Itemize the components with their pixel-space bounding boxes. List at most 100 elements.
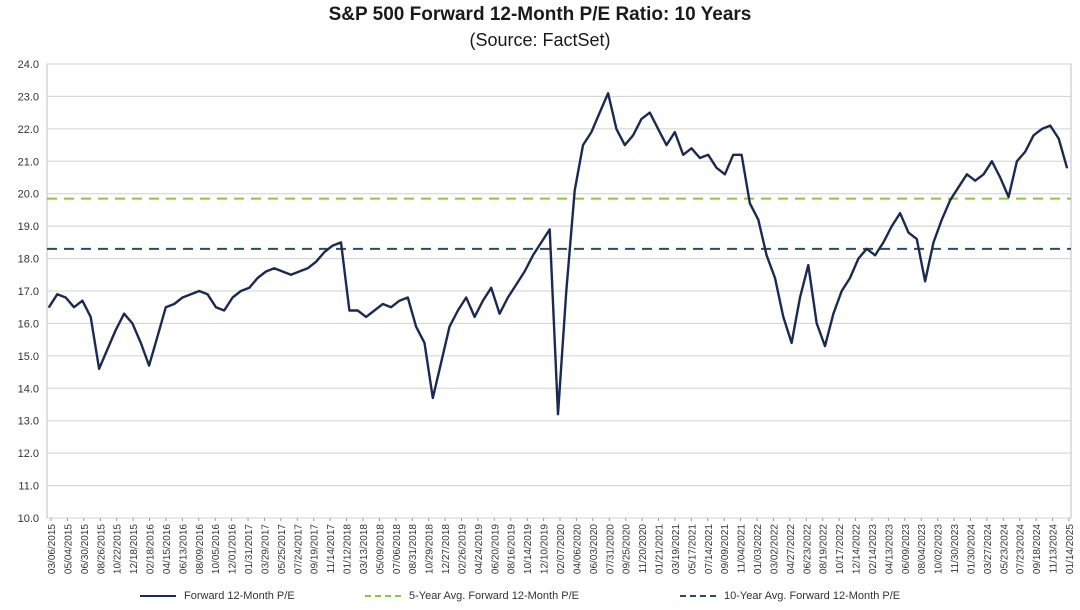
forward-pe-point: [565, 290, 568, 292]
forward-pe-point: [932, 241, 935, 244]
x-tick-label: 05/17/2021: [687, 524, 698, 574]
forward-pe-point: [190, 293, 192, 296]
forward-pe-point: [390, 306, 392, 309]
forward-pe-point: [48, 306, 50, 309]
forward-pe-point: [590, 131, 593, 133]
x-tick-label: 01/03/2022: [753, 524, 764, 574]
forward-pe-point: [415, 325, 417, 328]
x-tick-label: 08/04/2023: [917, 524, 928, 574]
forward-pe-point: [540, 241, 543, 244]
x-tick-label: 03/06/2015: [47, 524, 58, 574]
forward-pe-point: [315, 261, 317, 263]
x-tick-label: 03/29/2017: [260, 524, 271, 574]
forward-pe-point: [373, 309, 376, 312]
forward-pe-point: [515, 283, 518, 286]
x-tick-label: 12/14/2022: [852, 524, 863, 574]
forward-pe-point: [248, 287, 251, 289]
forward-pe-point: [1024, 150, 1027, 153]
y-tick-label: 14.0: [18, 383, 39, 395]
forward-pe-point: [181, 296, 184, 299]
forward-pe-point: [356, 309, 359, 312]
legend-item-5yr-avg: 5-Year Avg. Forward 12-Month P/E: [365, 590, 579, 602]
forward-pe-point: [398, 299, 401, 302]
x-tick-label: 03/27/2024: [983, 524, 994, 574]
forward-pe-point: [749, 202, 751, 205]
x-tick-label: 12/18/2015: [129, 524, 140, 574]
chart-legend: Forward 12-Month P/E 5-Year Avg. Forward…: [0, 590, 1080, 608]
forward-pe-point: [699, 157, 701, 159]
x-tick-label: 08/31/2018: [408, 524, 419, 574]
forward-pe-point: [231, 296, 234, 299]
y-tick-label: 18.0: [18, 254, 39, 266]
x-tick-label: 01/30/2024: [966, 524, 977, 574]
forward-pe-point: [423, 342, 426, 344]
x-tick-label: 09/25/2020: [622, 524, 633, 574]
x-tick-label: 07/24/2017: [293, 524, 304, 574]
forward-pe-point: [674, 131, 676, 133]
forward-pe-point: [1016, 160, 1018, 163]
x-tick-label: 09/19/2017: [310, 524, 321, 574]
forward-pe-point: [807, 264, 810, 266]
forward-pe-point: [340, 241, 342, 244]
x-tick-label: 07/06/2018: [392, 524, 403, 574]
forward-pe-point: [607, 92, 609, 94]
x-tick-label: 10/17/2022: [835, 524, 846, 574]
forward-pe-point: [407, 296, 409, 299]
forward-pe-point: [365, 316, 367, 318]
forward-pe-point: [657, 128, 659, 130]
legend-swatch-forward-pe: [140, 595, 176, 598]
legend-swatch-5yr-avg: [365, 595, 401, 598]
forward-pe-point: [165, 306, 167, 309]
forward-pe-point: [624, 144, 626, 146]
x-tick-label: 05/04/2015: [63, 524, 74, 574]
x-tick-label: 11/20/2020: [638, 524, 649, 574]
forward-pe-point: [715, 167, 718, 169]
forward-pe-point: [649, 111, 651, 114]
y-tick-label: 19.0: [18, 221, 39, 233]
forward-pe-point: [690, 147, 693, 150]
x-tick-label: 06/30/2015: [80, 524, 91, 574]
y-tick-label: 20.0: [18, 189, 39, 201]
x-tick-label: 01/12/2018: [343, 524, 354, 574]
forward-pe-point: [724, 173, 726, 176]
x-tick-label: 02/14/2023: [868, 524, 879, 574]
forward-pe-point: [457, 309, 459, 312]
forward-pe-point: [131, 322, 134, 325]
forward-pe-point: [298, 270, 301, 273]
forward-pe-point: [924, 280, 926, 283]
forward-pe-point: [832, 312, 835, 315]
x-tick-label: 01/14/2025: [1065, 524, 1076, 574]
forward-pe-point: [123, 312, 125, 315]
forward-pe-point: [198, 290, 200, 292]
x-tick-label: 03/02/2022: [769, 524, 780, 574]
legend-label-10yr-avg: 10-Year Avg. Forward 12-Month P/E: [724, 590, 901, 602]
y-tick-label: 21.0: [18, 156, 39, 168]
forward-pe-point: [1066, 167, 1068, 169]
x-tick-label: 02/18/2016: [146, 524, 157, 574]
forward-pe-point: [215, 306, 217, 309]
forward-pe-point: [765, 254, 768, 257]
forward-pe-point: [173, 303, 175, 305]
forward-pe-point: [632, 134, 634, 137]
forward-pe-point: [81, 299, 84, 302]
x-tick-label: 04/15/2016: [162, 524, 173, 574]
forward-pe-point: [757, 218, 760, 221]
x-tick-label: 03/13/2018: [359, 524, 370, 574]
x-tick-label: 06/09/2023: [901, 524, 912, 574]
forward-pe-point: [916, 238, 918, 240]
y-tick-label: 15.0: [18, 351, 39, 363]
x-tick-label: 10/29/2018: [425, 524, 436, 574]
x-tick-label: 07/14/2021: [704, 524, 715, 574]
forward-pe-point: [1041, 128, 1043, 130]
legend-item-10yr-avg: 10-Year Avg. Forward 12-Month P/E: [680, 590, 900, 602]
forward-pe-point: [98, 368, 100, 370]
x-tick-label: 08/09/2016: [195, 524, 206, 574]
x-tick-label: 06/20/2019: [490, 524, 501, 574]
forward-pe-point: [448, 325, 451, 328]
x-tick-label: 12/01/2016: [228, 524, 239, 574]
forward-pe-point: [273, 267, 276, 270]
forward-pe-point: [665, 144, 668, 146]
x-tick-label: 08/26/2015: [96, 524, 107, 574]
x-tick-label: 05/09/2018: [375, 524, 386, 574]
x-tick-label: 06/13/2016: [178, 524, 189, 574]
